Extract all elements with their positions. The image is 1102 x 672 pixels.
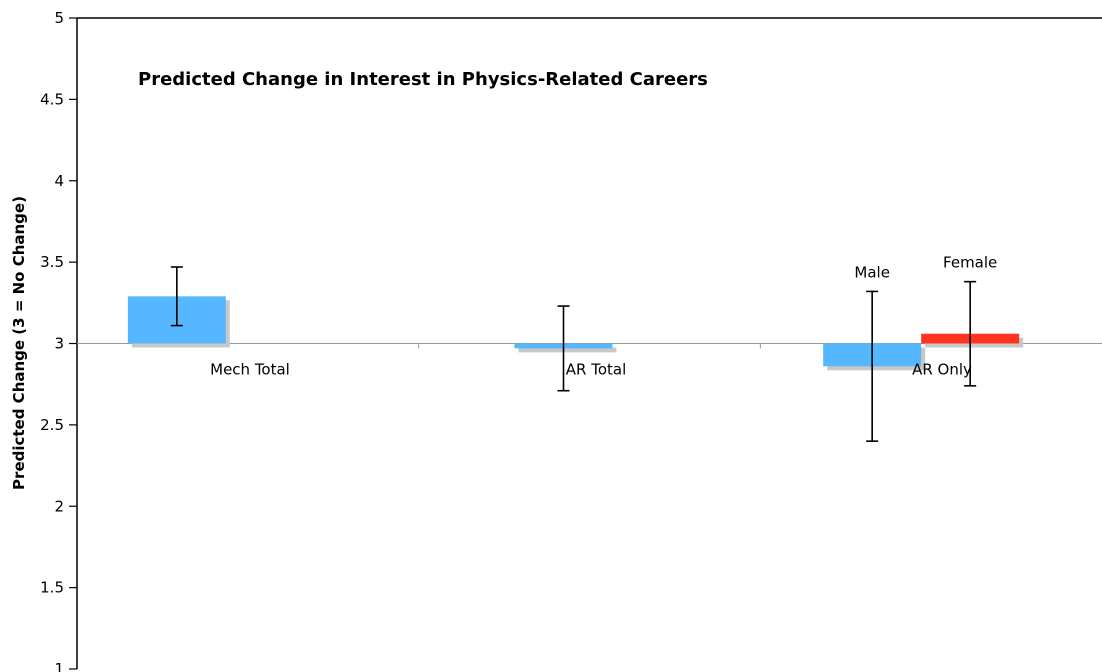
y-tick-label: 2 [54, 497, 64, 515]
y-tick-label: 5 [54, 9, 64, 27]
category-label: AR Total [566, 361, 626, 379]
y-tick-label: 2.5 [40, 416, 64, 434]
labels: Male Female Mech Total AR Total AR Only [210, 254, 997, 379]
bar-shadow [518, 347, 617, 353]
y-tick-label: 4 [54, 172, 64, 190]
bars [127, 296, 1024, 371]
bar-label: Female [943, 254, 997, 272]
error-bars [170, 266, 977, 442]
category-label: AR Only [912, 361, 972, 379]
y-tick-label: 1.5 [40, 579, 64, 597]
y-tick-label: 1 [54, 660, 64, 672]
y-tick-label: 3.5 [40, 253, 64, 271]
y-tick-label: 3 [54, 335, 64, 353]
y-axis-label: Predicted Change (3 = No Change) [10, 196, 28, 490]
chart-title: Predicted Change in Interest in Physics-… [138, 69, 708, 90]
bar-label: Male [854, 263, 890, 281]
y-tick-label: 4.5 [40, 90, 64, 108]
category-label: Mech Total [210, 361, 290, 379]
